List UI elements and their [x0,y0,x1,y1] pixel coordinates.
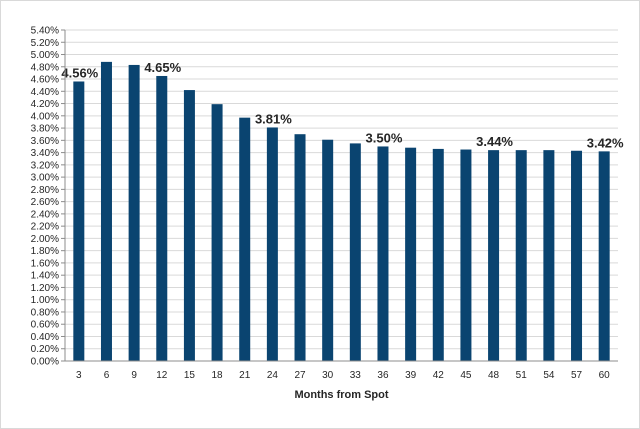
bar [266,127,278,361]
data-label: 3.50% [366,130,403,145]
x-tick-label: 42 [433,370,445,381]
x-tick-label: 39 [405,370,417,381]
y-tick-label: 3.40% [31,148,59,159]
y-axis-ticks: 0.00% 0.20%0.40%0.60% 0.80%1.00%1.20%1.40%… [31,26,65,368]
bar [183,90,195,361]
y-tick-label: 5.20% [31,38,59,49]
y-tick-label: 3.80% [31,124,59,135]
bar [322,139,334,361]
y-tick-label: 2.80% [31,185,59,196]
x-tick-label: 57 [571,370,583,381]
bar [349,143,361,361]
bar [211,104,223,361]
x-tick-label: 60 [599,370,611,381]
x-tick-label: 30 [322,370,334,381]
y-tick-label: 1.60% [31,258,59,269]
bar [488,150,500,361]
x-axis-title: Months from Spot [294,389,388,401]
data-label: 4.56% [61,65,98,80]
x-tick-label: 3 [76,370,82,381]
data-labels: 4.56% 4.65% 3.81% 3.50% 3.44% 3.42% [61,60,624,150]
y-tick-label: 0.00% [31,357,59,368]
x-tick-label: 45 [460,370,472,381]
y-tick-label: 3.00% [31,173,59,184]
y-tick-label: 2.20% [31,222,59,233]
data-label: 3.81% [255,111,292,126]
bar [598,151,610,361]
bar [515,150,527,361]
x-tick-label: 6 [104,370,110,381]
y-tick-label: 1.80% [31,246,59,257]
bar [377,146,389,361]
bar [128,64,140,361]
x-axis-ticks: 3 6 9 12 15 18 21 24 27 30 33 36 39 42 45 48 51 54 57 60 [76,370,610,381]
y-tick-label: 0.40% [31,332,59,343]
y-tick-label: 3.60% [31,136,59,147]
y-tick-label: 0.20% [31,344,59,355]
y-tick-label: 4.80% [31,62,59,73]
bar [571,150,583,361]
y-tick-label: 4.20% [31,99,59,110]
y-tick-label: 1.40% [31,271,59,282]
x-tick-label: 36 [377,370,389,381]
y-tick-label: 0.60% [31,320,59,331]
y-tick-label: 4.60% [31,75,59,86]
y-tick-label: 1.20% [31,283,59,294]
x-tick-label: 12 [156,370,168,381]
x-tick-label: 27 [294,370,306,381]
bar [156,75,168,361]
x-tick-label: 9 [131,370,137,381]
y-tick-label: 4.40% [31,87,59,98]
data-label: 4.65% [144,60,181,75]
y-tick-label: 4.00% [31,111,59,122]
data-label: 3.42% [587,135,624,150]
bar [100,61,112,361]
y-tick-label: 2.40% [31,209,59,220]
bar [432,148,444,361]
x-tick-label: 33 [350,370,362,381]
bar [73,81,85,361]
x-tick-label: 48 [488,370,500,381]
x-tick-label: 18 [212,370,224,381]
x-tick-label: 21 [239,370,251,381]
bars [73,61,610,361]
data-label: 3.44% [476,134,513,149]
y-tick-label: 2.00% [31,234,59,245]
x-tick-label: 24 [267,370,279,381]
bar [405,147,417,361]
bar [239,117,251,361]
y-tick-label: 3.20% [31,160,59,171]
x-tick-label: 15 [184,370,196,381]
gridlines [65,29,618,350]
y-tick-label: 5.40% [31,26,59,37]
y-tick-label: 2.60% [31,197,59,208]
bar [543,150,555,361]
y-tick-label: 5.00% [31,50,59,61]
x-tick-label: 54 [543,370,555,381]
bar [460,149,472,361]
bar [294,134,306,361]
y-tick-label: 1.00% [31,295,59,306]
y-tick-label: 0.80% [31,307,59,318]
x-tick-label: 51 [516,370,528,381]
